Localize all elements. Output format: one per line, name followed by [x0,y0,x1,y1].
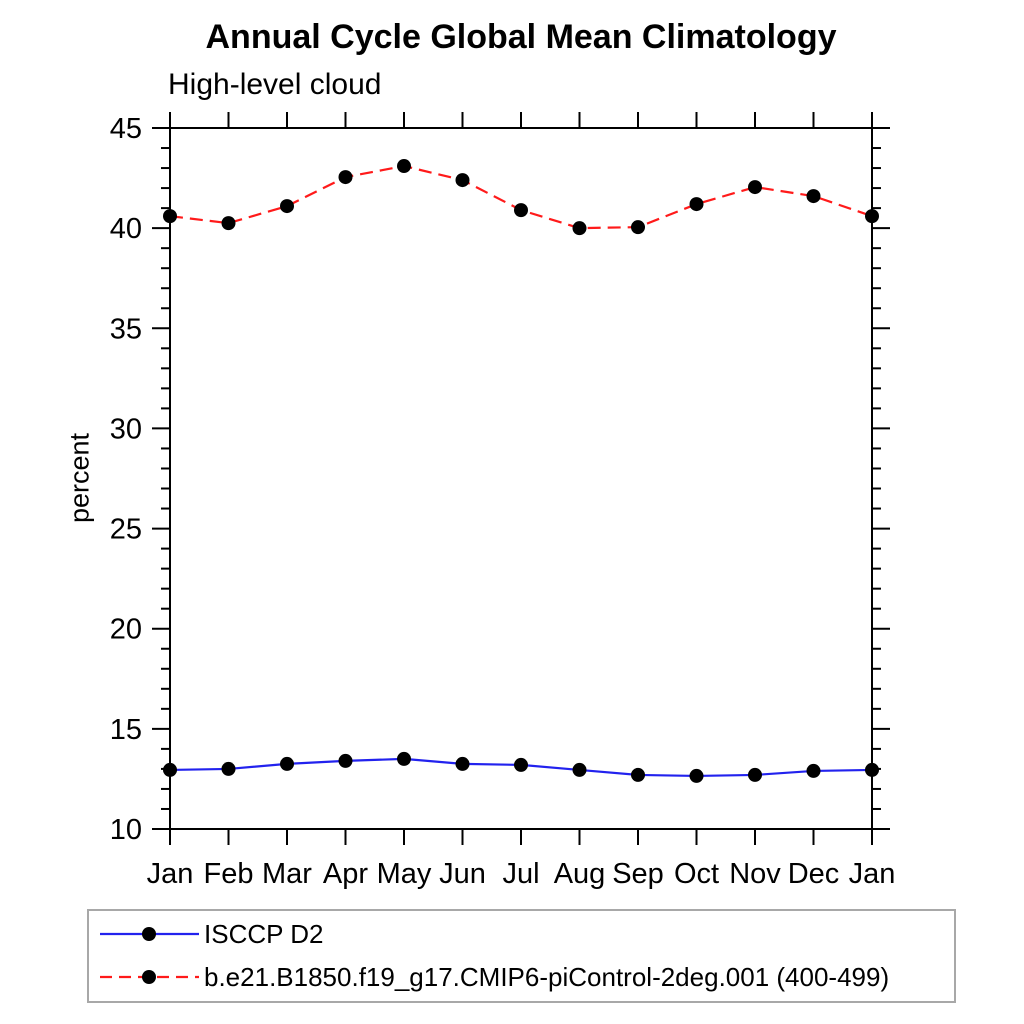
data-point-marker [338,753,353,768]
data-point-marker [806,763,821,778]
legend-line-sample [100,927,199,941]
data-point-marker [514,203,528,218]
legend-label: ISCCP D2 [204,918,324,949]
y-axis-tick-label: 20 [110,614,142,646]
data-point-marker [689,768,704,783]
x-axis-month-label: Dec [788,858,840,890]
data-point-marker [221,216,236,231]
data-point-marker [865,209,879,224]
x-axis-month-label: Nov [729,858,781,890]
y-axis-tick-label: 10 [110,814,142,846]
x-axis-month-label: Jun [439,858,486,890]
y-axis-tick-label: 40 [110,213,142,245]
legend-sample-marker-icon [142,927,156,941]
y-axis-tick-label: 15 [110,714,142,746]
data-point-marker [572,762,587,777]
data-point-marker [163,762,177,777]
data-point-marker [455,756,470,771]
x-axis-month-label: Mar [262,858,312,890]
x-axis-month-label: Aug [554,858,606,890]
x-axis-month-label: Feb [204,858,254,890]
data-point-marker [455,173,470,188]
x-axis-month-label: Oct [674,858,719,890]
x-axis-month-label: Jan [849,858,896,890]
chart-title: Annual Cycle Global Mean Climatology [205,18,837,56]
data-point-marker [163,209,177,224]
y-axis-tick-label: 30 [110,413,142,445]
data-point-marker [397,751,411,766]
data-point-marker [748,767,762,782]
data-point-marker [631,767,645,782]
legend-line-sample [100,970,199,984]
x-axis-month-label: May [377,858,432,890]
data-point-marker [631,220,645,235]
y-axis-tick-label: 25 [110,514,142,546]
x-axis-month-label: Jan [147,858,194,890]
legend-item-model-run: b.e21.B1850.f19_g17.CMIP6-piControl-2deg… [97,961,890,992]
data-point-marker [689,197,704,212]
data-point-marker [221,761,236,776]
plot-frame [169,127,873,830]
series-line-1 [169,164,873,230]
x-axis-month-label: Apr [323,858,368,890]
x-axis-month-label: Sep [612,858,664,890]
data-point-marker [748,180,762,195]
legend-sample-marker-icon [142,970,156,984]
y-axis-tick-label: 35 [110,313,142,345]
data-point-marker [280,199,294,214]
chart-subtitle: High-level cloud [168,68,382,101]
legend-item-isccp-d2: ISCCP D2 [97,918,324,949]
data-point-marker [806,189,821,204]
data-point-marker [572,221,587,236]
legend-label: b.e21.B1850.f19_g17.CMIP6-piControl-2deg… [204,961,890,992]
data-point-marker [338,170,353,185]
x-axis-month-label: Jul [502,858,539,890]
data-point-marker [280,756,294,771]
data-point-marker [397,159,411,174]
y-axis-tick-label: 45 [110,113,142,145]
legend: ISCCP D2 b.e21.B1850.f19_g17.CMIP6-piCon… [87,909,956,1003]
data-point-marker [865,762,879,777]
data-point-marker [514,757,528,772]
